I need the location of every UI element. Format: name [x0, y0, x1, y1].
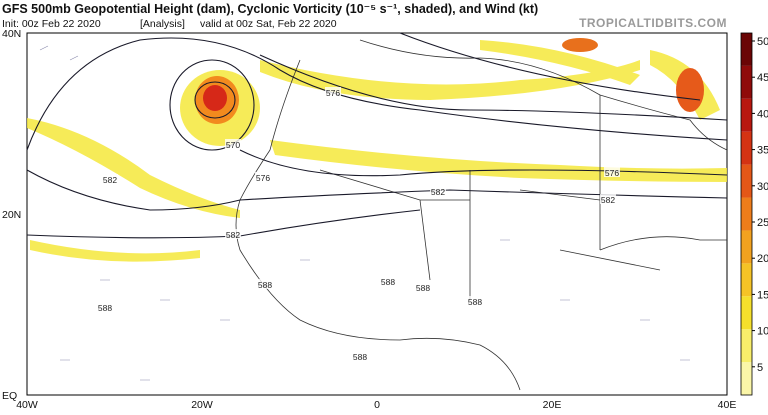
- colorbar-label: 45: [757, 72, 768, 84]
- colorbar: 50 45 40 35 30 25 20 15 10 5: [740, 32, 768, 396]
- map-area: [26, 32, 728, 396]
- contour-label: 576: [605, 168, 619, 178]
- vorticity-core: [195, 38, 704, 124]
- contour-label: 576: [256, 173, 270, 183]
- contour-label: 588: [353, 352, 367, 362]
- longitude-label: 0: [374, 399, 380, 410]
- contour-label-bg: [380, 276, 396, 286]
- colorbar-label: 5: [757, 362, 763, 374]
- wind-barbs: [39, 45, 690, 381]
- latitude-label: EQ: [2, 390, 17, 402]
- colorbar-segment: [741, 329, 752, 363]
- contour-label-bg: [102, 174, 118, 184]
- colorbar-segment: [741, 98, 752, 132]
- colorbar-label: 30: [757, 181, 768, 193]
- colorbar-segment: [741, 33, 752, 66]
- contour-label-bg: [430, 186, 446, 196]
- contour-label: 582: [601, 195, 615, 205]
- contour-label-bg: [352, 351, 368, 361]
- colorbar-label: 35: [757, 145, 768, 157]
- contour-label: 582: [103, 175, 117, 185]
- contour-label: 588: [468, 297, 482, 307]
- colorbar-segment: [741, 197, 752, 231]
- analysis-tag: [Analysis]: [140, 18, 185, 30]
- colorbar-segment: [741, 131, 752, 165]
- contour-label: 588: [381, 277, 395, 287]
- colorbar-label: 40: [757, 108, 768, 120]
- colorbar-segment: [741, 230, 752, 264]
- contour-label: 582: [226, 230, 240, 240]
- contour-label-bg: [225, 229, 241, 239]
- longitude-label: 40W: [16, 399, 38, 410]
- colorbar-label: 20: [757, 253, 768, 265]
- longitude-label: 40E: [718, 399, 737, 410]
- contour-label: 582: [431, 187, 445, 197]
- contour-label-bg: [467, 296, 483, 306]
- contour-label: 570: [226, 140, 240, 150]
- init-time: Init: 00z Feb 22 2020: [2, 18, 101, 30]
- contour-label-bg: [325, 87, 341, 97]
- colorbar-label: 50: [757, 36, 768, 48]
- longitude-label: 20E: [543, 399, 562, 410]
- latitude-label: 20N: [2, 209, 21, 221]
- contour-label-bg: [604, 167, 620, 177]
- contour-label-bg: [415, 282, 431, 292]
- colorbar-segment: [741, 164, 752, 198]
- contour-label: 576: [326, 88, 340, 98]
- contour-label-bg: [97, 302, 113, 312]
- colorbar-frame: [740, 32, 753, 396]
- colorbar-segment: [741, 362, 752, 395]
- contour-label: 588: [416, 283, 430, 293]
- colorbar-segment: [741, 263, 752, 297]
- contour-label: 588: [258, 280, 272, 290]
- latitude-label: 40N: [2, 28, 21, 40]
- contour-label-bg: [257, 279, 273, 289]
- colorbar-segment: [741, 65, 752, 99]
- valid-time: valid at 00z Sat, Feb 22 2020: [200, 18, 337, 30]
- contour-labels: 576 570 576 582 582 576 582 582 588 588 588 588 588 5…: [97, 87, 620, 362]
- colorbar-label: 10: [757, 326, 768, 338]
- colorbar-label: 15: [757, 289, 768, 301]
- contour-label-bg: [600, 194, 616, 204]
- contour-label-bg: [255, 172, 271, 182]
- contour-label-bg: [225, 139, 241, 149]
- longitude-label: 20W: [191, 399, 213, 410]
- map-title: GFS 500mb Geopotential Height (dam), Cyc…: [2, 2, 538, 16]
- contour-label: 588: [98, 303, 112, 313]
- colorbar-label: 25: [757, 217, 768, 229]
- coastlines: [235, 39, 728, 391]
- colorbar-segment: [741, 296, 752, 330]
- site-name: TROPICALTIDBITS.COM: [579, 16, 727, 30]
